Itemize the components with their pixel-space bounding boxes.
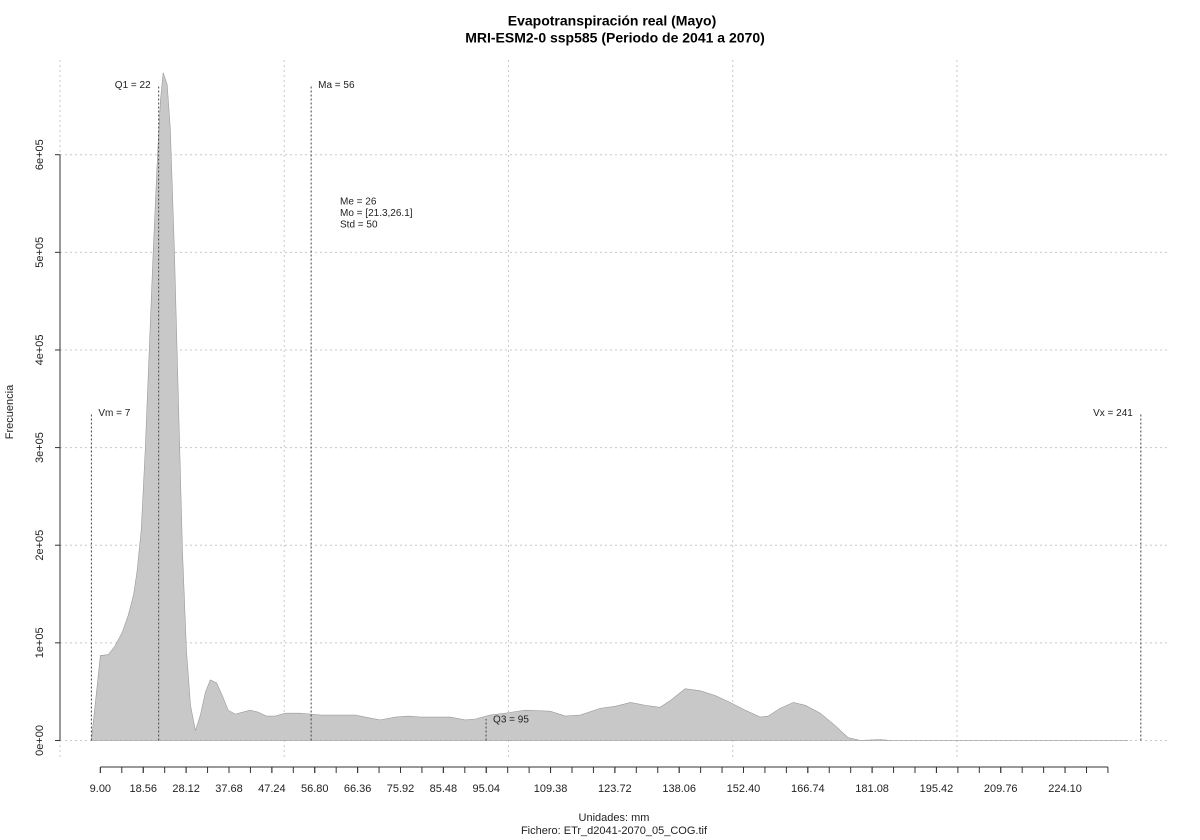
stat-label: Mo = [21.3,26.1]	[340, 208, 413, 219]
y-tick-label: 1e+05	[34, 627, 46, 658]
x-tick-label: 66.36	[344, 783, 372, 795]
x-tick-label: 85.48	[430, 783, 458, 795]
x-tick-label: 56.80	[301, 783, 329, 795]
annotation-label: Q1 = 22	[115, 80, 151, 91]
annotation-label: Vx = 241	[1093, 408, 1133, 419]
x-tick-label: 224.10	[1048, 783, 1082, 795]
chart-subtitle: MRI-ESM2-0 ssp585 (Periodo de 2041 a 207…	[465, 30, 765, 46]
caption: Fichero: ETr_d2041-2070_05_COG.tif	[521, 825, 708, 837]
x-tick-label: 9.00	[90, 783, 111, 795]
x-tick-label: 28.12	[172, 783, 200, 795]
annotation-label: Vm = 7	[98, 408, 130, 419]
y-tick-label: 4e+05	[34, 335, 46, 366]
stat-label: Std = 50	[340, 220, 378, 231]
x-tick-label: 123.72	[598, 783, 632, 795]
x-tick-label: 181.08	[855, 783, 889, 795]
y-tick-label: 6e+05	[34, 139, 46, 170]
y-tick-label: 5e+05	[34, 237, 46, 268]
y-tick-label: 0e+00	[34, 725, 46, 756]
stat-label: Me = 26	[340, 197, 377, 208]
y-tick-label: 3e+05	[34, 432, 46, 463]
y-axis-label: Frecuencia	[4, 384, 16, 439]
x-tick-label: 47.24	[258, 783, 286, 795]
annotation-label: Q3 = 95	[493, 715, 529, 726]
x-tick-label: 195.42	[920, 783, 954, 795]
x-tick-label: 95.04	[472, 783, 500, 795]
x-axis-label: Unidades: mm	[579, 812, 650, 824]
y-tick-label: 2e+05	[34, 530, 46, 561]
x-tick-label: 209.76	[984, 783, 1018, 795]
chart-title: Evapotranspiración real (Mayo)	[508, 13, 717, 29]
x-tick-label: 18.56	[129, 783, 157, 795]
x-tick-label: 152.40	[727, 783, 761, 795]
x-tick-label: 166.74	[791, 783, 825, 795]
annotation-label: Ma = 56	[318, 80, 355, 91]
x-tick-label: 138.06	[662, 783, 696, 795]
x-tick-label: 37.68	[215, 783, 243, 795]
density-area	[91, 72, 1129, 741]
x-tick-label: 109.38	[534, 783, 568, 795]
x-tick-label: 75.92	[387, 783, 415, 795]
